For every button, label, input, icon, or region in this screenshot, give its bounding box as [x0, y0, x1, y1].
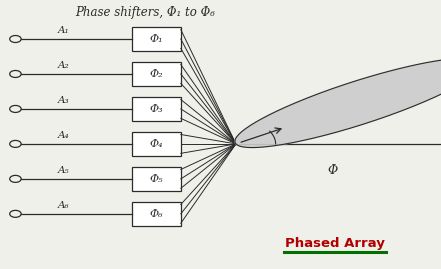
Text: Phased Array: Phased Array [285, 237, 385, 250]
Text: Φ₆: Φ₆ [150, 209, 163, 219]
Bar [132, 27, 181, 51]
Text: Phase shifters, Φ₁ to Φ₆: Phase shifters, Φ₁ to Φ₆ [75, 6, 216, 19]
Text: Φ₅: Φ₅ [150, 174, 163, 184]
Bar [132, 132, 181, 156]
Text: Φ₁: Φ₁ [150, 34, 163, 44]
Text: Φ: Φ [328, 164, 338, 177]
Text: A₅: A₅ [58, 166, 70, 175]
Bar [132, 202, 181, 226]
Text: A₂: A₂ [58, 61, 70, 70]
Bar [132, 167, 181, 191]
Text: Φ₃: Φ₃ [150, 104, 163, 114]
Bar [132, 97, 181, 121]
Text: A₃: A₃ [58, 96, 70, 105]
Text: A₆: A₆ [58, 201, 70, 210]
Text: A₄: A₄ [58, 131, 70, 140]
Text: A₁: A₁ [58, 26, 70, 36]
Bar [132, 62, 181, 86]
Text: Φ₄: Φ₄ [150, 139, 163, 149]
Polygon shape [235, 58, 441, 148]
Text: Φ₂: Φ₂ [150, 69, 163, 79]
